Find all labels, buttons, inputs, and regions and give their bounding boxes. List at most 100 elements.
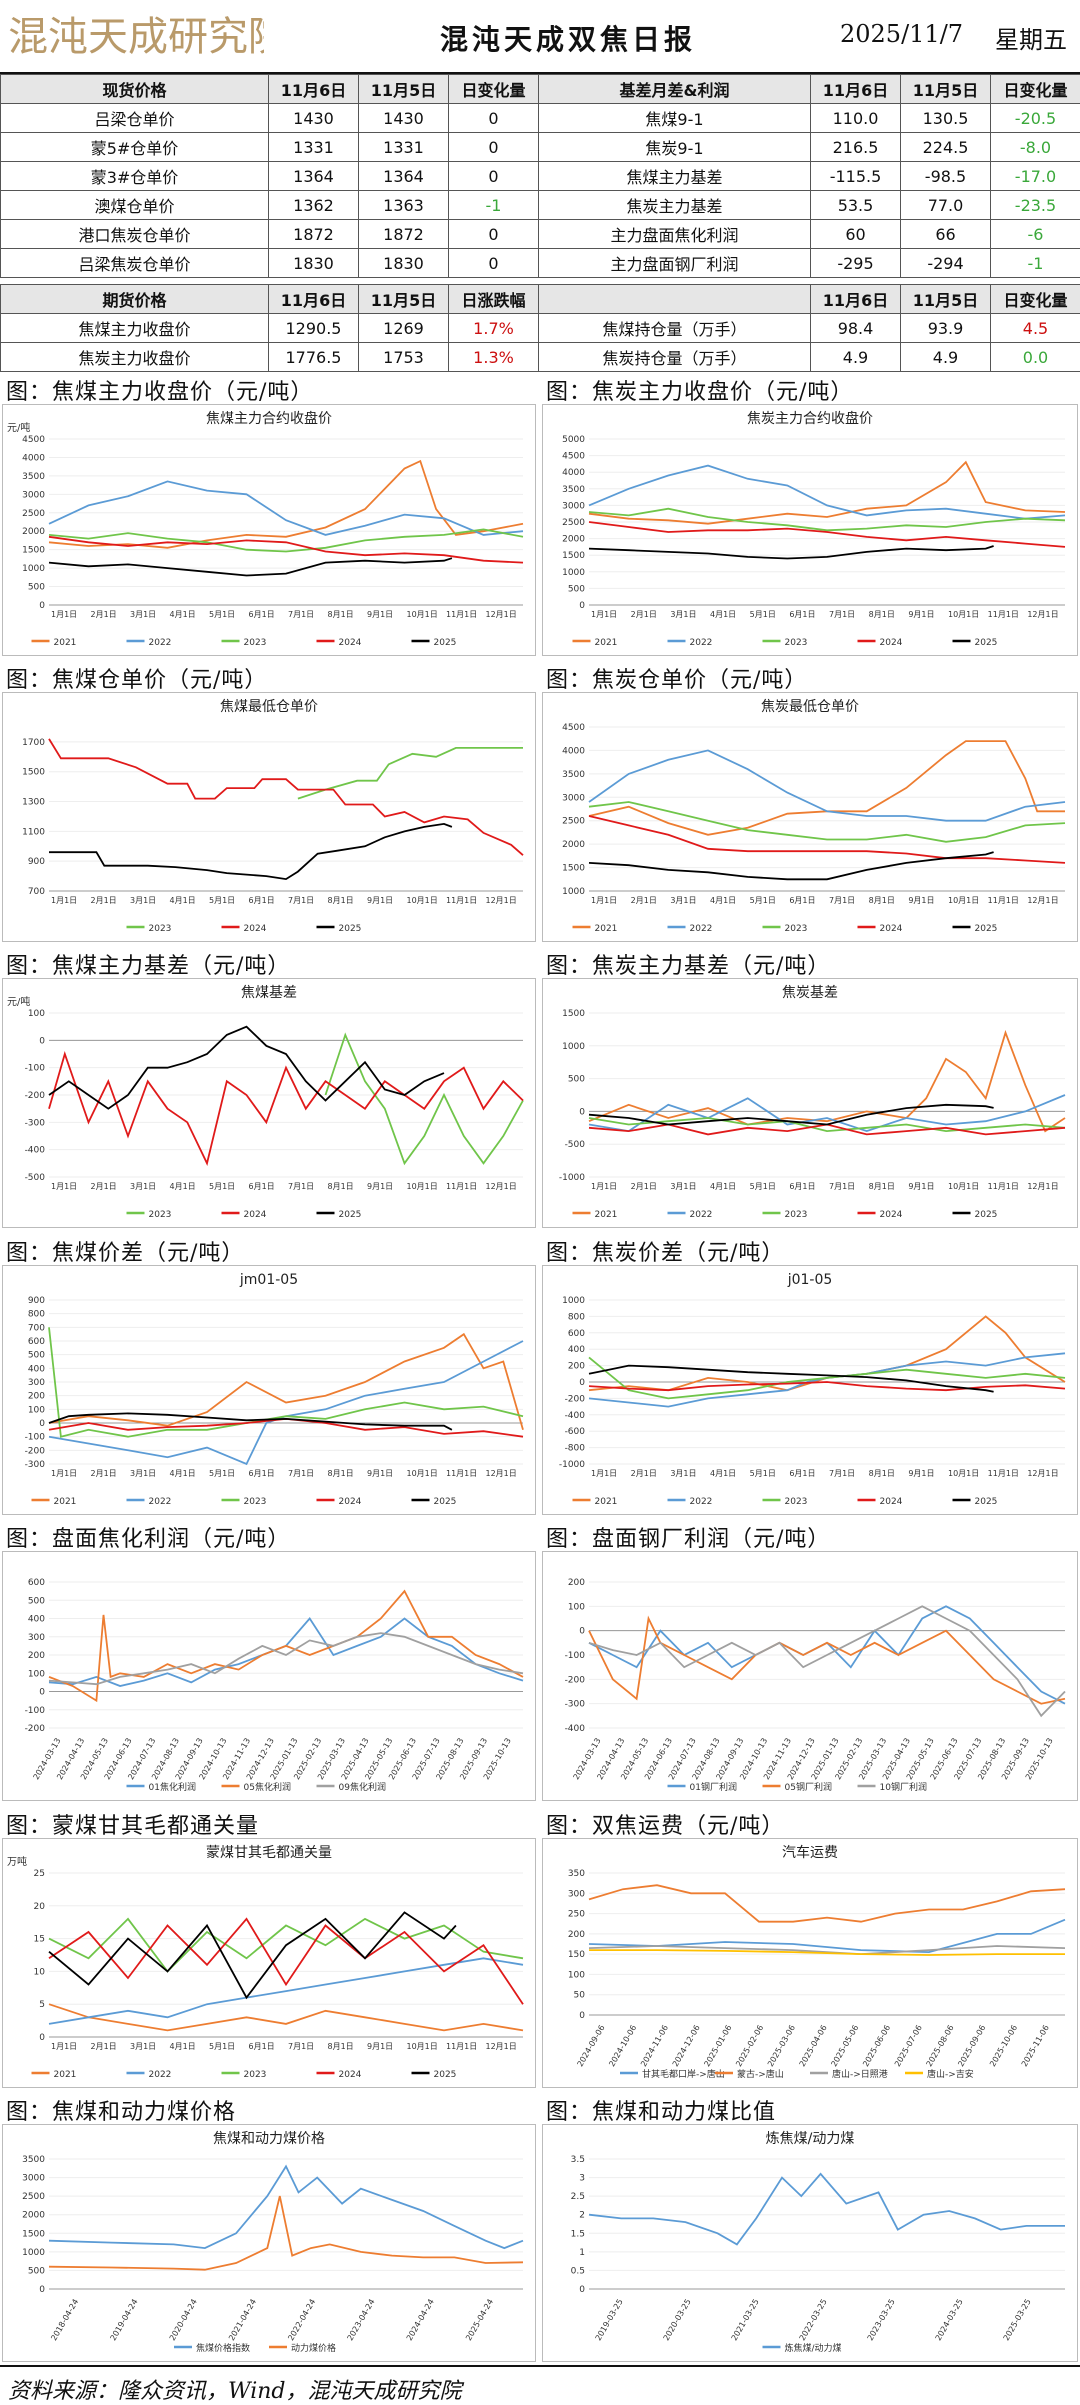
x-tick-label: 2025-07-06 <box>893 2024 924 2069</box>
y-tick-label: -800 <box>565 1444 586 1454</box>
x-tick-label: 2025-11-06 <box>1020 2024 1051 2069</box>
row-label: 蒙3#仓单价 <box>0 161 269 191</box>
x-tick-label: 12月1日 <box>486 896 517 905</box>
x-tick-label: 11月1日 <box>446 610 477 619</box>
series-line-1 <box>588 1918 1066 1954</box>
y-tick-label: 2500 <box>22 2192 45 2202</box>
row-label: 港口焦炭仓单价 <box>0 219 269 249</box>
y-tick-label: -200 <box>25 1446 46 1456</box>
series-line-1 <box>48 2164 524 2250</box>
x-tick-label: 2月1日 <box>631 1469 657 1478</box>
x-tick-label: 1月1日 <box>51 610 77 619</box>
y-tick-label: 2.5 <box>571 2192 585 2202</box>
legend-label: 2024 <box>339 638 362 648</box>
series-line-1 <box>297 747 523 800</box>
x-tick-label: 9月1日 <box>908 896 934 905</box>
y-tick-label: -100 <box>565 1651 586 1661</box>
y-tick-label: -200 <box>565 1675 586 1685</box>
table-row: 蒙5#仓单价 1331 1331 0 <box>0 132 539 162</box>
x-tick-label: 4月1日 <box>710 610 736 619</box>
legend-label: 2025 <box>434 2070 457 2080</box>
legend-label: 2024 <box>880 1210 903 1220</box>
y-tick-label: 500 <box>568 1075 585 1085</box>
y-tick-label: 250 <box>568 1910 585 1920</box>
series-line-3 <box>588 1945 1066 1956</box>
y-tick-label: 100 <box>28 1009 45 1019</box>
column-header: 11月5日 <box>900 284 991 314</box>
x-tick-label: 9月1日 <box>367 610 393 619</box>
section-label: 图：焦煤和动力煤价格 <box>6 2100 237 2125</box>
x-tick-label: 3月1日 <box>130 1182 156 1191</box>
legend-label: 2022 <box>690 1210 713 1220</box>
x-tick-label: 1月1日 <box>51 2042 77 2051</box>
y-tick-label: -300 <box>25 1118 46 1128</box>
y-tick-label: -400 <box>565 1724 586 1734</box>
row-label: 焦炭持仓量（万手） <box>538 342 811 372</box>
y-tick-label: 15 <box>34 1935 45 1945</box>
coking-coal-warrant-chart: 焦煤最低仓单价 700 900 1100 1300 1500 1700 1月1日 2月1日 3月1… <box>2 692 536 942</box>
coking-coal-basis-chart: 焦煤基差 元/吨 -500 -400 -300 -200 -100 0 100 1月1日 2月1日 3… <box>2 978 536 1228</box>
table-row: 主力盘面钢厂利润 -295 -294 -1 <box>538 248 1080 278</box>
section-label: 图：焦炭主力收盘价（元/吨） <box>546 380 854 405</box>
x-tick-label: 8月1日 <box>328 610 354 619</box>
x-tick-label: 9月1日 <box>367 896 393 905</box>
legend-label: 甘其毛都口岸->唐山 <box>642 2068 725 2080</box>
x-tick-label: 2025-10-06 <box>988 2024 1019 2069</box>
y-tick-label: 5000 <box>562 435 585 445</box>
table-cell: 1776.5 <box>268 342 359 372</box>
y-tick-label: 2500 <box>562 817 585 827</box>
x-tick-label: 8月1日 <box>328 896 354 905</box>
y-tick-label: 400 <box>28 1615 45 1625</box>
x-tick-label: 7月1日 <box>288 1182 314 1191</box>
series-line-3 <box>588 1605 1066 1718</box>
column-header: 11月5日 <box>900 74 991 104</box>
chart-title: 焦炭基差 <box>782 984 838 1001</box>
table-cell: -8.0 <box>990 132 1080 162</box>
x-tick-label: 2月1日 <box>631 1182 657 1191</box>
table-cell: 1872 <box>358 219 449 249</box>
y-tick-label: 0 <box>39 1419 45 1429</box>
legend-label: 2021 <box>54 2070 77 2080</box>
x-tick-label: 11月1日 <box>446 896 477 905</box>
table-cell: 1290.5 <box>268 313 359 343</box>
series-line-3 <box>48 1025 445 1110</box>
table-cell: 0 <box>448 161 539 191</box>
legend-label: 05钢厂利润 <box>785 1781 832 1793</box>
x-tick-label: 2025-08-06 <box>925 2024 956 2069</box>
chart-svg: 焦炭基差 -1000 -500 0 500 1000 1500 1月1日 2月1日 3月1日 4月1… <box>559 984 1066 1220</box>
section-label: 图：焦煤主力收盘价（元/吨） <box>6 380 314 405</box>
series-line-2 <box>48 738 524 856</box>
series-line-1 <box>588 2172 1065 2246</box>
chart-title: 焦煤和动力煤价格 <box>213 2131 325 2147</box>
row-label: 焦煤主力收盘价 <box>0 313 269 343</box>
x-tick-label: 4月1日 <box>710 1469 736 1478</box>
y-tick-label: -100 <box>25 1433 46 1443</box>
y-tick-label: -100 <box>25 1706 46 1716</box>
table-cell: 1364 <box>268 161 359 191</box>
section-label: 图：双焦运费（元/吨） <box>546 1814 785 1839</box>
logo: 混沌天成研究院 <box>8 14 264 60</box>
column-header: 日变化量 <box>990 74 1080 104</box>
y-tick-label: 4000 <box>562 468 585 478</box>
section-label: 图：焦煤价差（元/吨） <box>6 1241 245 1266</box>
y-tick-label: 400 <box>568 1345 585 1355</box>
report-weekday: 星期五 <box>995 26 1067 54</box>
x-tick-label: 7月1日 <box>288 610 314 619</box>
x-tick-label: 10月1日 <box>948 610 979 619</box>
legend-label: 2024 <box>880 924 903 934</box>
y-tick-label: -400 <box>25 1146 46 1156</box>
legend-label: 2024 <box>244 924 267 934</box>
y-tick-label: 0 <box>579 1107 585 1117</box>
column-header: 日变化量 <box>448 74 539 104</box>
x-tick-label: 12月1日 <box>1027 896 1058 905</box>
x-tick-label: 10月1日 <box>407 1182 438 1191</box>
table-row: 焦煤主力基差 -115.5 -98.5 -17.0 <box>538 161 1080 191</box>
table-cell: 66 <box>900 219 991 249</box>
x-tick-label: 10月1日 <box>948 1469 979 1478</box>
x-tick-label: 2019-04-24 <box>109 2298 140 2343</box>
table-cell: 110.0 <box>810 103 901 133</box>
table-cell: 4.9 <box>900 342 991 372</box>
x-tick-label: 1月1日 <box>51 1182 77 1191</box>
table-cell: 216.5 <box>810 132 901 162</box>
